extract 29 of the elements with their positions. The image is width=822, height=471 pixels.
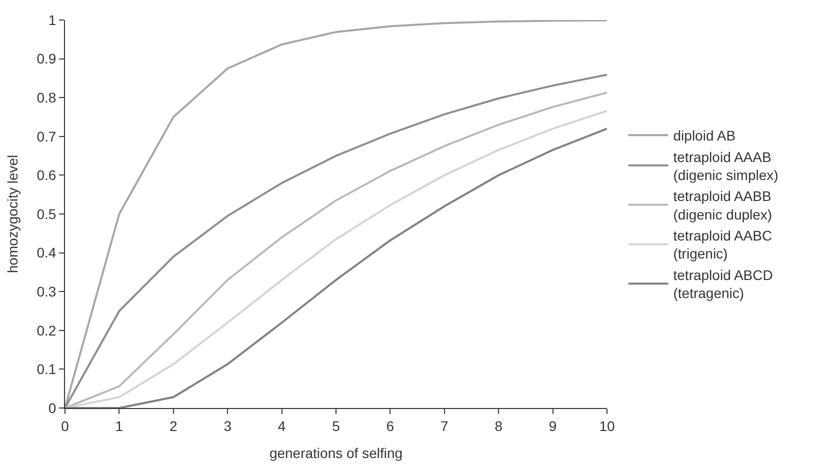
x-tick-label: 8 (494, 418, 503, 434)
x-tick-label: 9 (548, 418, 557, 434)
legend-label: tetraploid AAAB (digenic simplex) (673, 148, 778, 183)
y-tick-label: 0.4 (36, 244, 56, 261)
y-tick-label: 0.1 (36, 361, 56, 378)
x-tick-label: 10 (599, 418, 615, 434)
legend-label: diploid AB (673, 128, 736, 144)
y-tick-label: 0.3 (36, 284, 56, 300)
legend-label: tetraploid AABC (trigenic) (673, 228, 772, 262)
x-tick-label: 6 (386, 418, 394, 434)
legend-label: tetraploid ABCD (tetragenic) (673, 266, 773, 302)
x-tick-label: 4 (278, 418, 286, 434)
y-tick-label: 0.8 (36, 90, 56, 106)
x-tick-label: 7 (440, 418, 448, 434)
legend-label: tetraploid AABB (digenic duplex) (673, 188, 772, 222)
y-tick-label: 0.2 (36, 322, 56, 338)
y-tick-label: 0.9 (36, 50, 56, 67)
y-tick-label: 0.5 (36, 206, 56, 222)
y-tick-label: 0.6 (36, 167, 56, 184)
x-tick-label: 1 (115, 418, 124, 434)
x-axis-title: generations of selfing (269, 445, 403, 462)
x-tick-label: 2 (170, 418, 178, 434)
y-tick-label: 0.7 (36, 128, 56, 144)
x-tick-label: 0 (61, 418, 70, 434)
y-axis-title: homozygocity level (4, 154, 20, 274)
y-tick-label: 0 (48, 400, 56, 416)
x-tick-label: 3 (224, 418, 232, 434)
y-tick-label: 1 (48, 12, 56, 28)
x-tick-label: 5 (332, 418, 340, 434)
